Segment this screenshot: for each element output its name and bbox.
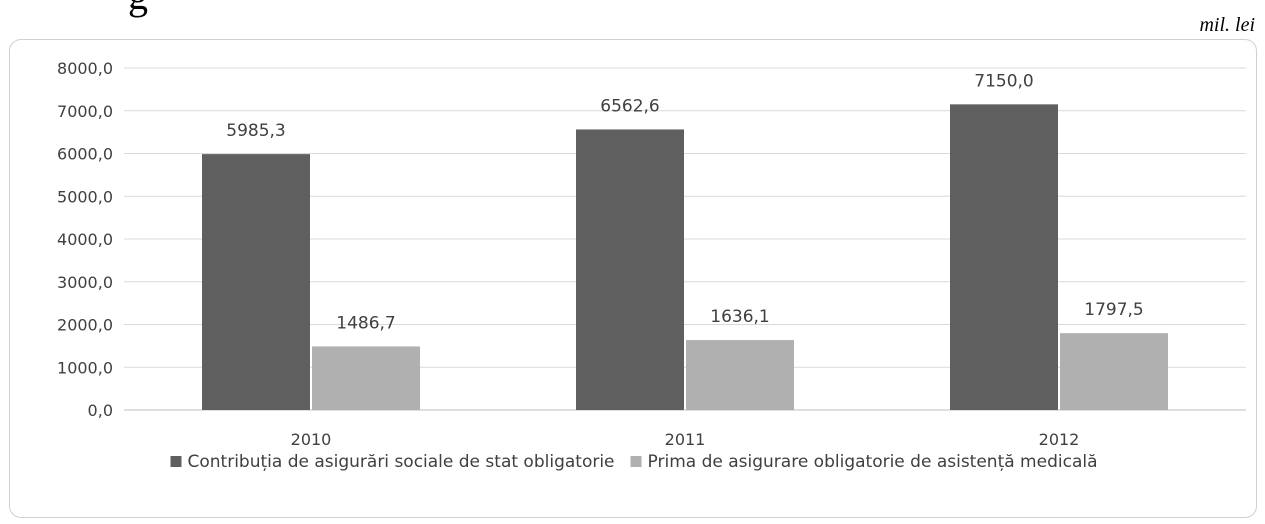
bar-chart: 0,0 1000,0 2000,0 3000,0 4000,0 5000,0 6000,0 7…	[57, 59, 1246, 472]
y-tick-label: 1000,0	[57, 358, 113, 377]
data-label: 6562,6	[600, 96, 659, 116]
bar	[576, 129, 684, 410]
legend-entry: Contribuția de asigurări sociale de stat…	[188, 452, 615, 472]
x-tick-label: 2011	[665, 430, 706, 449]
y-tick-label: 4000,0	[57, 230, 113, 249]
bar	[686, 340, 794, 410]
data-label: 1486,7	[336, 313, 395, 333]
bar	[950, 104, 1058, 411]
data-label: 1797,5	[1084, 300, 1143, 320]
y-tick-label: 7000,0	[57, 102, 113, 121]
bar	[312, 346, 420, 410]
data-label: 7150,0	[974, 71, 1033, 91]
legend-entry: Prima de asigurare obligatorie de asiste…	[648, 452, 1098, 472]
legend-swatch	[630, 456, 642, 467]
unit-label: mil. lei	[1199, 14, 1255, 36]
bar	[1060, 333, 1168, 410]
x-tick-label: 2010	[291, 430, 332, 449]
data-label: 1636,1	[710, 307, 769, 327]
bar	[202, 154, 310, 410]
y-tick-label: 8000,0	[57, 59, 113, 78]
y-tick-label: 2000,0	[57, 316, 113, 335]
data-label: 5985,3	[226, 121, 285, 141]
title-fragment: g	[128, 0, 148, 19]
y-tick-label: 0,0	[88, 401, 113, 420]
legend-swatch	[170, 456, 182, 467]
y-tick-label: 5000,0	[57, 187, 113, 206]
x-tick-label: 2012	[1039, 430, 1080, 449]
y-tick-label: 6000,0	[57, 145, 113, 164]
y-tick-label: 3000,0	[57, 273, 113, 292]
chart-frame: 0,0 1000,0 2000,0 3000,0 4000,0 5000,0 6000,0 7…	[9, 39, 1257, 518]
